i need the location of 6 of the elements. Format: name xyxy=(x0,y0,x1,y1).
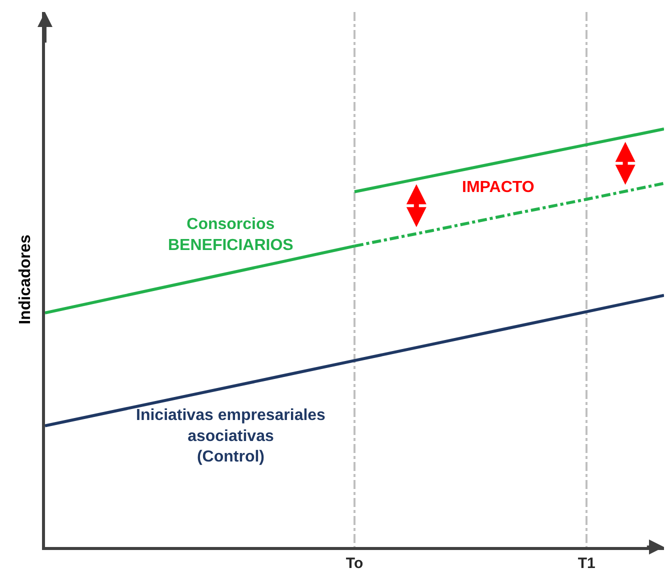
series-label: Iniciativas empresariales asociativas (Control) xyxy=(136,407,326,466)
x-tick-label: T1 xyxy=(578,555,596,572)
x-tick-label: To xyxy=(346,555,364,572)
y-axis-title: Indicadores xyxy=(16,234,34,324)
annotation: IMPACTO xyxy=(462,179,534,196)
series-label: Consorcios BENEFICIARIOS xyxy=(168,216,294,254)
